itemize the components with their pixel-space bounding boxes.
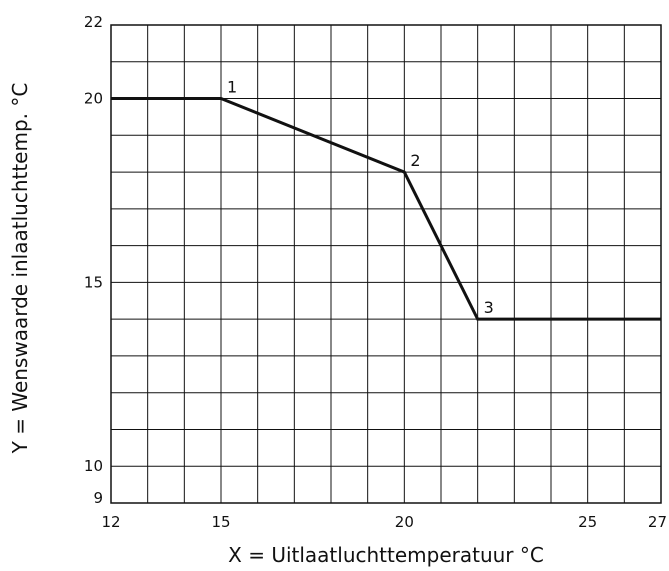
y-tick-label: 10	[84, 457, 103, 475]
y-axis-label: Y = Wenswaarde inlaatluchttemp. °C	[8, 83, 32, 455]
x-tick-label: 15	[211, 513, 230, 531]
x-tick-label: 20	[395, 513, 414, 531]
x-axis-label: X = Uitlaatluchttemperatuur °C	[228, 543, 544, 567]
x-tick-labels: 12 15 20 25 27	[101, 513, 667, 531]
point-label-1: 1	[227, 78, 237, 97]
series-line	[111, 97, 661, 321]
y-tick-label: 20	[84, 90, 103, 108]
plot-frame	[110, 24, 662, 504]
annotations: 1 2 3	[227, 78, 494, 318]
y-tick-label: 9	[93, 489, 103, 507]
grid	[111, 25, 661, 503]
y-tick-labels: 9 10 15 20 22	[84, 13, 103, 507]
point-label-3: 3	[484, 298, 494, 317]
y-tick-label: 15	[84, 273, 103, 291]
x-tick-label: 12	[101, 513, 120, 531]
x-tick-label: 27	[648, 513, 667, 531]
y-tick-label: 22	[84, 13, 103, 31]
point-label-2: 2	[410, 151, 420, 170]
x-tick-label: 25	[578, 513, 597, 531]
